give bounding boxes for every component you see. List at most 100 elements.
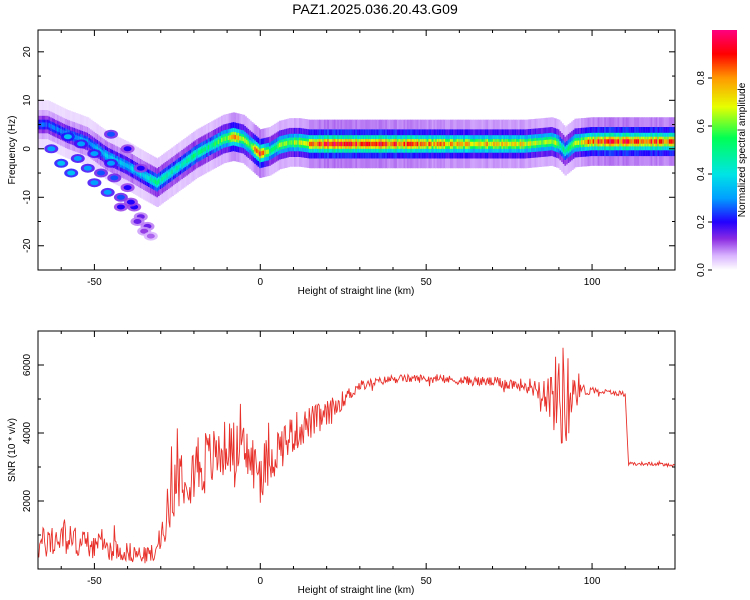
heatmap-cell bbox=[552, 139, 556, 145]
heatmap-cell bbox=[63, 130, 66, 135]
heatmap-cell bbox=[56, 127, 60, 132]
heatmap-cell bbox=[483, 141, 486, 147]
heatmap-cell bbox=[131, 166, 135, 171]
heatmap-cell bbox=[473, 141, 476, 147]
heatmap-cell bbox=[163, 175, 166, 181]
heatmap-cell bbox=[425, 141, 428, 147]
heatmap-cell bbox=[325, 141, 329, 147]
heatmap-cell bbox=[111, 156, 115, 161]
heatmap-cell bbox=[179, 163, 183, 168]
heatmap-cell bbox=[516, 141, 519, 147]
heatmap-cell bbox=[240, 136, 244, 141]
heatmap-cell bbox=[380, 141, 383, 147]
heatmap-cell bbox=[654, 139, 657, 144]
heatmap-cell bbox=[146, 175, 149, 180]
heatmap-cell bbox=[556, 141, 559, 146]
heatmap-cell bbox=[80, 136, 83, 142]
heatmap-frame bbox=[37, 29, 676, 271]
heatmap-cell bbox=[126, 163, 130, 168]
heatmap-cell bbox=[406, 141, 410, 147]
heatmap-cell bbox=[280, 142, 284, 147]
heatmap-cell bbox=[539, 140, 543, 145]
heatmap-blob-core bbox=[90, 180, 99, 186]
heatmap-cell bbox=[408, 141, 412, 147]
heatmap-cell bbox=[430, 141, 433, 147]
heatmap-cell bbox=[99, 149, 103, 154]
heatmap-cell bbox=[144, 174, 148, 179]
heatmap-blob-core bbox=[83, 165, 92, 171]
heatmap-cell bbox=[415, 141, 418, 147]
heatmap-cell bbox=[423, 141, 426, 147]
heatmap-cell bbox=[586, 139, 589, 145]
y-tick-label: 20 bbox=[22, 46, 33, 58]
heatmap-cell bbox=[270, 148, 274, 153]
heatmap-cell bbox=[48, 123, 52, 128]
x-tick-label: -50 bbox=[87, 277, 102, 288]
heatmap-cell bbox=[401, 141, 405, 147]
heatmap-cell bbox=[219, 138, 222, 144]
heatmap-cell bbox=[249, 142, 252, 148]
heatmap-cell bbox=[55, 126, 58, 131]
heatmap-cell bbox=[328, 141, 332, 147]
heatmap-cell bbox=[61, 129, 65, 134]
heatmap-cell bbox=[458, 141, 461, 147]
heatmap-cell bbox=[494, 141, 498, 147]
heatmap-blob-core bbox=[73, 156, 82, 161]
heatmap-cell bbox=[557, 141, 561, 147]
heatmap-blob-core bbox=[123, 185, 132, 191]
heatmap-cell bbox=[574, 140, 577, 146]
heatmap-cell bbox=[189, 156, 193, 161]
heatmap-cell bbox=[172, 168, 176, 173]
heatmap-cell bbox=[572, 142, 576, 147]
snr-y-axis-label: SNR (10 * v/v) bbox=[7, 418, 18, 482]
heatmap-cell bbox=[335, 141, 339, 147]
heatmap-cell bbox=[362, 141, 365, 147]
heatmap-cell bbox=[450, 141, 453, 147]
heatmap-cell bbox=[372, 141, 375, 147]
heatmap-cell bbox=[673, 139, 675, 144]
heatmap-cell bbox=[161, 176, 164, 182]
heatmap-cell bbox=[53, 125, 57, 130]
heatmap-blob-core bbox=[116, 204, 125, 210]
heatmap-ticks: -50 0 50 100 -20 -10 0 10 20 bbox=[22, 30, 675, 288]
heatmap-cell bbox=[484, 141, 488, 147]
heatmap-cell bbox=[360, 141, 363, 147]
heatmap-cell bbox=[576, 140, 579, 145]
heatmap-cell bbox=[255, 148, 259, 153]
heatmap-cell bbox=[456, 141, 460, 147]
heatmap-cell bbox=[518, 141, 521, 147]
heatmap-cell bbox=[177, 164, 181, 170]
heatmap-blob-core bbox=[133, 219, 142, 224]
heatmap-cell bbox=[428, 141, 431, 147]
heatmap-cell bbox=[184, 159, 188, 165]
heatmap-cell bbox=[663, 139, 667, 144]
heatmap-cell bbox=[426, 141, 430, 147]
heatmap-cell bbox=[174, 167, 178, 172]
heatmap-cell bbox=[481, 141, 485, 147]
heatmap-cell bbox=[108, 154, 111, 160]
heatmap-cell bbox=[388, 141, 392, 147]
heatmap-cell bbox=[129, 165, 133, 170]
heatmap-cell bbox=[508, 141, 511, 147]
heatmap-cell bbox=[395, 141, 398, 147]
heatmap-cell bbox=[156, 180, 159, 185]
heatmap-cell bbox=[620, 139, 624, 144]
heatmap-cell bbox=[513, 141, 516, 147]
heatmap-cell bbox=[386, 141, 390, 147]
heatmap-cell bbox=[330, 141, 334, 147]
heatmap-cell bbox=[645, 139, 649, 144]
heatmap-x-axis-label: Height of straight line (km) bbox=[298, 286, 415, 297]
heatmap-cell bbox=[509, 141, 513, 147]
heatmap-cell bbox=[504, 141, 508, 147]
heatmap-cell bbox=[191, 155, 194, 160]
heatmap-cell bbox=[503, 141, 506, 147]
heatmap-cell bbox=[260, 151, 264, 156]
heatmap-cell bbox=[312, 141, 315, 147]
heatmap-cell bbox=[211, 143, 214, 148]
heatmap-cell bbox=[164, 174, 168, 179]
heatmap-cell bbox=[114, 157, 118, 163]
heatmap-cell bbox=[46, 122, 50, 127]
heatmap-cell bbox=[657, 139, 660, 144]
heatmap-cell bbox=[375, 141, 378, 147]
heatmap-cell bbox=[537, 140, 541, 145]
